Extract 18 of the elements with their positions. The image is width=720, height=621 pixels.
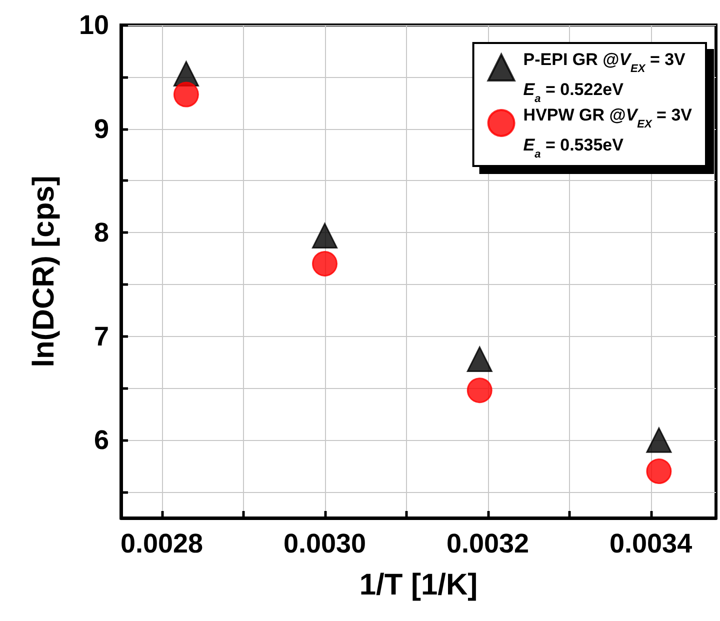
point [312,222,338,248]
x-tick-label: 0.0030 [283,528,366,558]
point [466,378,492,404]
y-tick-label: 9 [94,114,109,144]
y-tick-label: 8 [94,218,109,248]
x-axis-title: 1/T [1/K] [359,568,478,602]
point [466,346,492,372]
point [173,82,199,108]
y-tick-label: 7 [94,321,109,352]
point [646,427,672,453]
x-tick-label: 0.0032 [446,528,530,558]
x-tick-label: 0.0034 [610,528,692,558]
y-axis-title: ln(DCR) [cps] [28,176,60,368]
y-tick-label: 10 [78,10,109,40]
point [646,458,672,484]
y-tick-label: 6 [94,425,109,456]
x-tick-label: 0.0028 [120,528,204,558]
point [312,250,338,276]
